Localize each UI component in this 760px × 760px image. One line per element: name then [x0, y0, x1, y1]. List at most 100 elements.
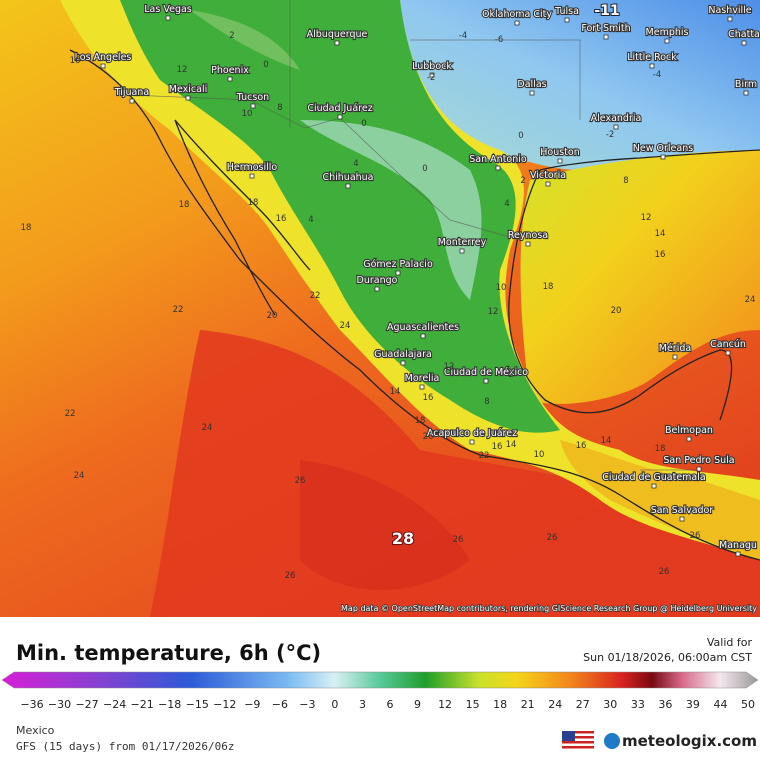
- city-marker: [727, 16, 733, 22]
- legend-tick-label: −27: [75, 698, 98, 711]
- legend-tick-label: 9: [414, 698, 421, 711]
- city-label: Dallas: [517, 79, 546, 90]
- contour-label: 0: [518, 131, 523, 141]
- legend-tick-label: −24: [103, 698, 126, 711]
- contour-label: 26: [690, 531, 701, 541]
- contour-label: 18: [655, 444, 666, 454]
- valid-time: Sun 01/18/2026, 06:00am CST: [583, 651, 752, 664]
- city-marker: [185, 95, 191, 101]
- city-label: Mérida: [659, 343, 691, 354]
- city-label: Memphis: [646, 27, 689, 38]
- city-marker: [227, 76, 233, 82]
- city-label: Reynosa: [508, 230, 548, 241]
- legend-tick-label: −12: [213, 698, 236, 711]
- contour-label: 24: [202, 423, 213, 433]
- city-label: New Orleans: [633, 143, 693, 154]
- contour-label: 22: [65, 409, 76, 419]
- city-marker: [495, 165, 501, 171]
- city-marker: [483, 378, 489, 384]
- contour-label: 18: [248, 198, 259, 208]
- legend-tick-label: 24: [548, 698, 562, 711]
- city-label: Victoria: [530, 170, 566, 181]
- legend-tick-label: 33: [631, 698, 645, 711]
- contour-label: 8: [484, 397, 489, 407]
- legend-tick-label: 50: [741, 698, 755, 711]
- city-marker: [686, 436, 692, 442]
- city-label: Cancún: [710, 339, 746, 350]
- city-marker: [250, 103, 256, 109]
- contour-label: 16: [423, 393, 434, 403]
- city-marker: [249, 173, 255, 179]
- contour-label: 16: [655, 250, 666, 260]
- attribution: Map data © OpenStreetMap contributors, r…: [341, 604, 757, 613]
- city-label: Morelia: [405, 373, 440, 384]
- contour-label: 26: [453, 535, 464, 545]
- legend-tick-label: 3: [359, 698, 366, 711]
- city-marker: [741, 40, 747, 46]
- contour-label: 12: [641, 213, 652, 223]
- city-marker: [743, 90, 749, 96]
- city-label: Albuquerque: [307, 29, 368, 40]
- city-marker: [613, 124, 619, 130]
- city-label: Alexandria: [591, 113, 642, 124]
- city-label: Belmopan: [665, 425, 713, 436]
- legend-tick-label: 0: [331, 698, 338, 711]
- city-marker: [469, 439, 475, 445]
- city-label: San Salvador: [651, 505, 714, 516]
- legend-tick-label: 39: [686, 698, 700, 711]
- city-label: Ciudad de México: [444, 367, 528, 378]
- city-label: Houston: [540, 147, 579, 158]
- legend-tick-label: −30: [48, 698, 71, 711]
- contour-label: 26: [547, 533, 558, 543]
- contour-label: 24: [340, 321, 351, 331]
- city-label: Los Angeles: [75, 52, 132, 63]
- city-label: Little Rock: [627, 52, 677, 63]
- city-label: San Pedro Sula: [663, 455, 734, 466]
- contour-label: 2: [508, 370, 513, 380]
- city-marker: [651, 483, 657, 489]
- city-label: Monterrey: [438, 237, 487, 248]
- contour-label: 22: [173, 305, 184, 315]
- contour-label: 16: [276, 214, 287, 224]
- city-label: Ciudad de Guatemala: [602, 472, 705, 483]
- brand[interactable]: meteologix.com: [622, 732, 757, 750]
- valid-label: Valid for: [707, 636, 753, 649]
- city-marker: [429, 72, 435, 78]
- us-flag: [562, 731, 594, 750]
- city-marker: [165, 15, 171, 21]
- contour-label: 4: [353, 159, 358, 169]
- city-label: Hermosillo: [227, 162, 278, 173]
- city-label: Lubbock: [412, 61, 452, 72]
- extreme-label: -11: [594, 3, 619, 19]
- city-label: Acapulco de Juárez: [427, 428, 517, 439]
- city-marker: [679, 516, 685, 522]
- contour-label: 24: [74, 471, 85, 481]
- contour-label: 8: [277, 103, 282, 113]
- contour-label: 20: [267, 311, 278, 321]
- city-label: Las Vegas: [144, 4, 192, 15]
- contour-label: 24: [745, 295, 756, 305]
- city-marker: [545, 181, 551, 187]
- city-marker: [345, 183, 351, 189]
- legend-tick-label: 15: [466, 698, 480, 711]
- contour-label: 16: [576, 441, 587, 451]
- legend-tick-label: −21: [131, 698, 154, 711]
- contour-label: 4: [308, 215, 313, 225]
- legend-tick-label: −18: [158, 698, 181, 711]
- city-marker: [400, 360, 406, 366]
- legend-tick-label: 6: [387, 698, 394, 711]
- contour-label: 18: [543, 282, 554, 292]
- contour-label: -4: [459, 31, 467, 41]
- contour-label: -2: [606, 130, 614, 140]
- city-marker: [664, 38, 670, 44]
- city-label: Tulsa: [554, 6, 579, 17]
- contour-label: 22: [479, 451, 490, 461]
- city-marker: [129, 98, 135, 104]
- contour-label: 10: [496, 283, 507, 293]
- contour-label: 14: [506, 440, 517, 450]
- city-label: Birm: [735, 79, 757, 90]
- contour-label: 26: [659, 567, 670, 577]
- legend-tick-label: 18: [493, 698, 507, 711]
- contour-label: 26: [423, 432, 434, 442]
- city-label: Gómez Palacio: [363, 259, 433, 270]
